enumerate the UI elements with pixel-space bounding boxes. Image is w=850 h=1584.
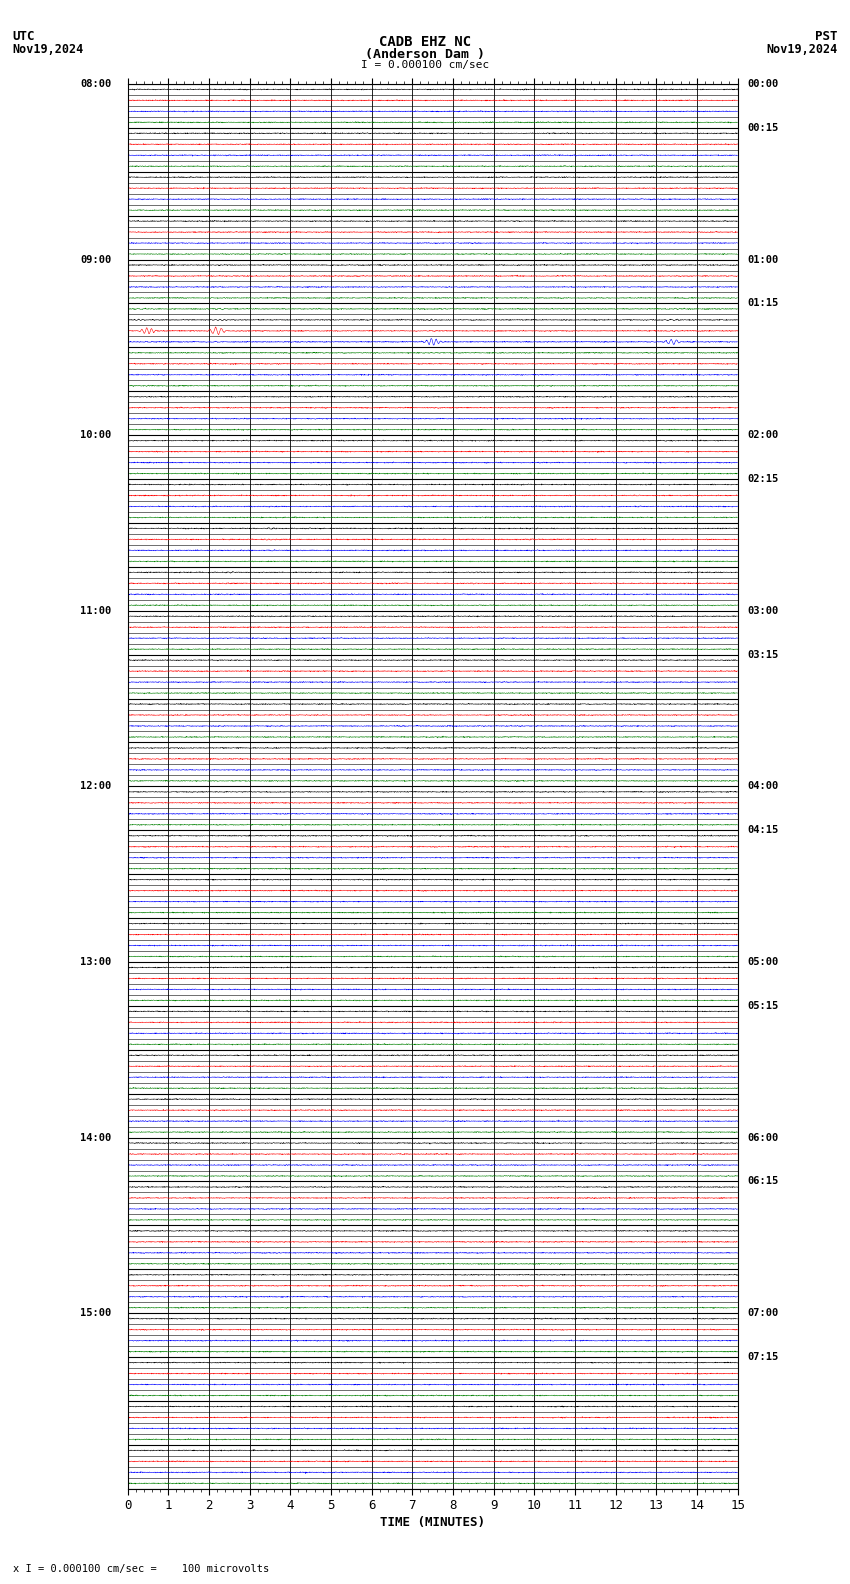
Text: 04:00: 04:00 <box>748 781 779 792</box>
Text: 05:00: 05:00 <box>748 957 779 966</box>
Text: 06:00: 06:00 <box>748 1133 779 1142</box>
Text: 14:00: 14:00 <box>80 1133 111 1142</box>
Text: 04:15: 04:15 <box>748 825 779 835</box>
Text: 01:00: 01:00 <box>748 255 779 265</box>
Text: (Anderson Dam ): (Anderson Dam ) <box>365 48 485 60</box>
Text: UTC: UTC <box>13 30 35 43</box>
Text: 11:00: 11:00 <box>80 605 111 616</box>
Text: 07:15: 07:15 <box>748 1353 779 1362</box>
Text: 12:00: 12:00 <box>80 781 111 792</box>
Text: 02:00: 02:00 <box>748 431 779 440</box>
Text: 15:00: 15:00 <box>80 1308 111 1318</box>
Text: 08:00: 08:00 <box>80 79 111 89</box>
Text: 10:00: 10:00 <box>80 431 111 440</box>
Text: Nov19,2024: Nov19,2024 <box>766 43 837 55</box>
Text: 09:00: 09:00 <box>80 255 111 265</box>
Text: 02:15: 02:15 <box>748 474 779 485</box>
Text: 03:00: 03:00 <box>748 605 779 616</box>
X-axis label: TIME (MINUTES): TIME (MINUTES) <box>380 1516 485 1530</box>
Text: Nov19,2024: Nov19,2024 <box>13 43 84 55</box>
Text: 01:15: 01:15 <box>748 298 779 309</box>
Text: 03:15: 03:15 <box>748 649 779 659</box>
Text: I = 0.000100 cm/sec: I = 0.000100 cm/sec <box>361 60 489 70</box>
Text: 00:00: 00:00 <box>748 79 779 89</box>
Text: 07:00: 07:00 <box>748 1308 779 1318</box>
Text: 06:15: 06:15 <box>748 1177 779 1186</box>
Text: 05:15: 05:15 <box>748 1001 779 1011</box>
Text: x I = 0.000100 cm/sec =    100 microvolts: x I = 0.000100 cm/sec = 100 microvolts <box>13 1565 269 1574</box>
Text: PST: PST <box>815 30 837 43</box>
Text: CADB EHZ NC: CADB EHZ NC <box>379 35 471 49</box>
Text: 00:15: 00:15 <box>748 124 779 133</box>
Text: 13:00: 13:00 <box>80 957 111 966</box>
